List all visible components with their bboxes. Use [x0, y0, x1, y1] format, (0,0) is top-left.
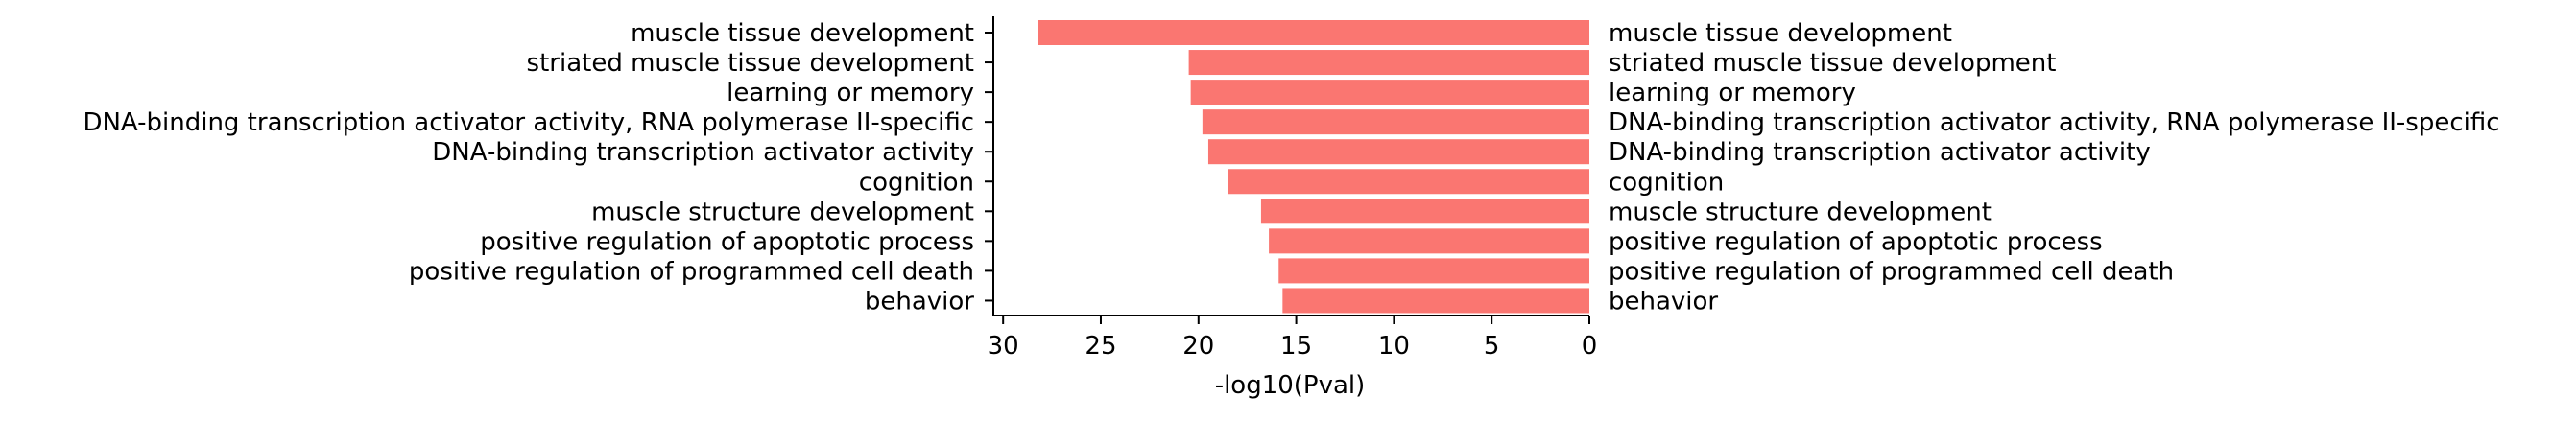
y-tick-label-right: muscle structure development: [1609, 198, 1992, 226]
axes-layer: [985, 16, 1590, 324]
x-tick-label: 25: [1085, 332, 1116, 361]
y-tick-label-right: behavior: [1609, 287, 1718, 316]
y-tick-label-right: positive regulation of apoptotic process: [1609, 227, 2103, 256]
bar: [1269, 228, 1589, 254]
bar: [1207, 139, 1589, 165]
y-tick-label-right: DNA-binding transcription activator acti…: [1609, 138, 2151, 167]
bar: [1190, 80, 1589, 105]
y-tick-label-left: cognition: [859, 168, 974, 197]
y-tick-label-left: behavior: [865, 287, 974, 316]
bar: [1202, 109, 1589, 135]
bar: [1188, 50, 1589, 76]
labels-layer: muscle tissue development muscle tissue d…: [83, 19, 2499, 361]
bar: [1228, 169, 1589, 195]
y-tick-label-right: muscle tissue development: [1609, 19, 1952, 48]
y-tick-label-right: DNA-binding transcription activator acti…: [1609, 108, 2500, 137]
bar: [1278, 258, 1589, 284]
y-tick-label-left: DNA-binding transcription activator acti…: [83, 108, 974, 137]
y-tick-label-left: positive regulation of programmed cell d…: [409, 257, 974, 286]
y-tick-label-right: cognition: [1609, 168, 1724, 197]
y-tick-label-left: muscle structure development: [591, 198, 974, 226]
y-tick-label-left: DNA-binding transcription activator acti…: [432, 138, 974, 167]
x-tick-label: 30: [988, 332, 1019, 361]
y-tick-label-right: striated muscle tissue development: [1609, 49, 2056, 78]
y-tick-label-left: learning or memory: [727, 79, 974, 107]
x-tick-label: 20: [1182, 332, 1214, 361]
y-tick-label-right: learning or memory: [1609, 79, 1856, 107]
x-tick-label: 0: [1582, 332, 1598, 361]
x-tick-label: 5: [1484, 332, 1500, 361]
x-tick-label: 10: [1378, 332, 1410, 361]
y-tick-label-left: positive regulation of apoptotic process: [480, 227, 974, 256]
x-tick-label: 15: [1280, 332, 1312, 361]
bar: [1038, 20, 1589, 45]
bars-layer: [1038, 20, 1589, 314]
y-tick-label-right: positive regulation of programmed cell d…: [1609, 257, 2174, 286]
bar: [1260, 199, 1589, 224]
bar: [1282, 288, 1589, 314]
x-axis-label: -log10(Pval): [1215, 371, 1366, 400]
y-tick-label-left: striated muscle tissue development: [527, 49, 974, 78]
y-tick-label-left: muscle tissue development: [631, 19, 974, 48]
